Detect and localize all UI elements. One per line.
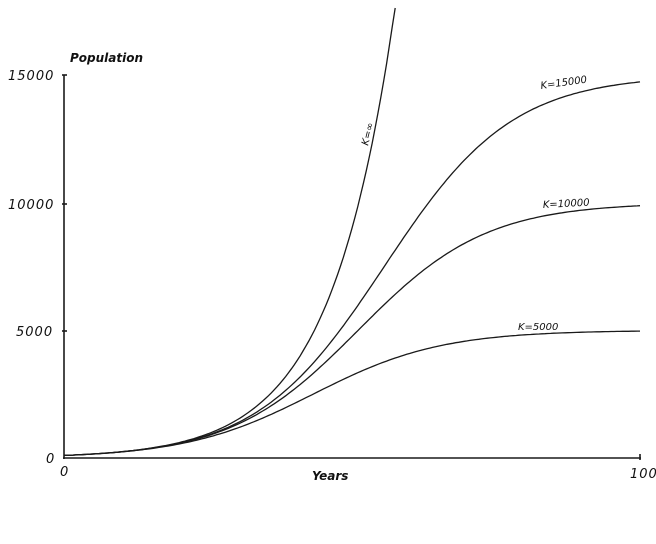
x-tick-label-0: 0	[60, 465, 69, 480]
curve-k-infinity	[63, 7, 396, 457]
y-tick-label-10000: 10000	[8, 198, 54, 213]
curve-k-5000	[63, 330, 640, 457]
label-k-infinity: K=∞	[360, 121, 376, 146]
curve-k-15000	[63, 81, 641, 457]
label-k-5000: K=5000	[518, 322, 558, 333]
label-k-15000: K=15000	[540, 75, 588, 92]
x-tick-label-100: 100	[630, 467, 656, 482]
x-axis-title: Years	[312, 469, 348, 483]
label-k-10000: K=10000	[543, 198, 590, 211]
y-tick-label-15000: 15000	[8, 69, 54, 84]
axes	[62, 74, 641, 460]
y-tick-label-0: 0	[46, 452, 55, 467]
curves	[63, 7, 641, 457]
y-tick-label-5000: 5000	[16, 325, 53, 340]
y-axis-title: Population	[70, 51, 143, 65]
